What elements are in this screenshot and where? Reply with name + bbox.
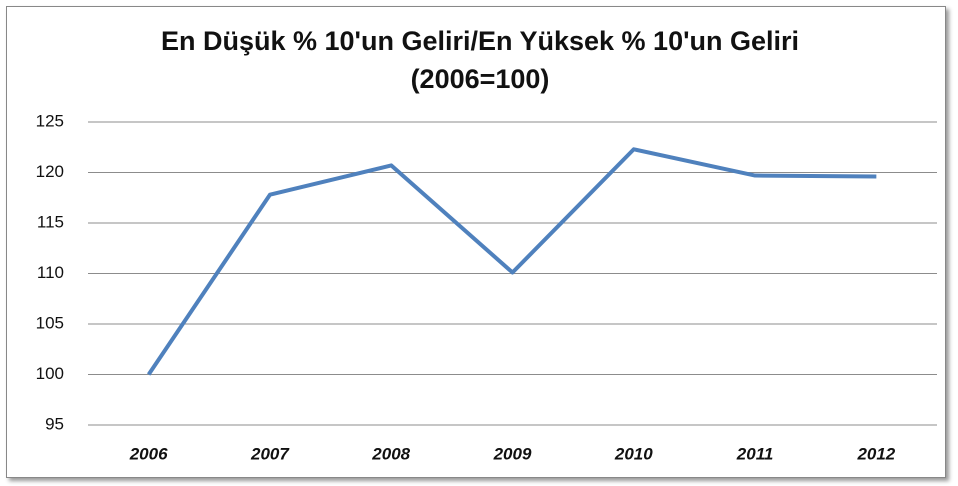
x-tick-label: 2009 — [493, 444, 532, 463]
x-tick-label: 2012 — [856, 444, 895, 463]
chart-title: En Düşük % 10'un Geliri/En Yüksek % 10'u… — [160, 26, 800, 94]
x-tick-label: 2008 — [371, 444, 410, 463]
y-tick-label: 125 — [36, 111, 64, 130]
x-tick-label: 2007 — [250, 444, 290, 463]
x-tick-label: 2010 — [614, 444, 653, 463]
y-tick-label: 105 — [36, 313, 64, 332]
y-tick-label: 115 — [37, 212, 64, 231]
y-tick-label: 100 — [36, 364, 64, 383]
x-tick-label: 2006 — [129, 444, 168, 463]
line-series — [146, 147, 877, 376]
y-tick-label: 110 — [37, 263, 64, 282]
y-tick-label: 95 — [45, 414, 64, 433]
x-tick-label: 2011 — [736, 444, 774, 463]
y-tick-label: 120 — [36, 162, 64, 181]
